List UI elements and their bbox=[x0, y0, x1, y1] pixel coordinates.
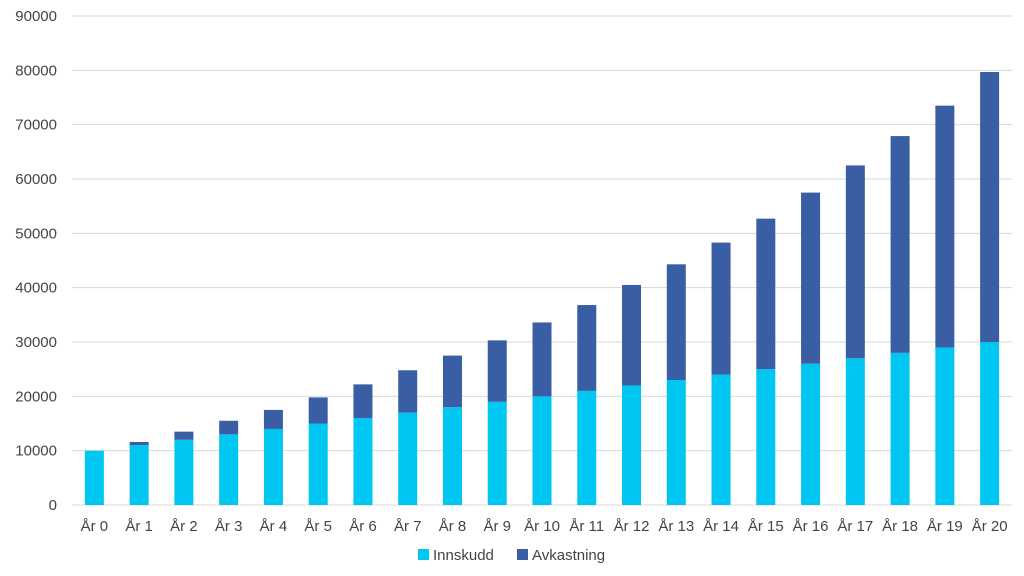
bar-innskudd-12 bbox=[622, 385, 642, 505]
x-tick-label: År 1 bbox=[125, 518, 153, 535]
legend: Innskudd Avkastning bbox=[418, 547, 605, 564]
bar-avkastning-13 bbox=[666, 264, 686, 381]
bar-innskudd-19 bbox=[935, 347, 955, 505]
x-axis: År 0 År 1 År 2 År 3 År 4 År 5 År 6 År 7 År 8 År 9… bbox=[81, 518, 1008, 535]
x-tick-label: År 18 bbox=[882, 518, 918, 535]
y-tick-label: 30000 bbox=[15, 334, 57, 351]
y-tick-label: 40000 bbox=[15, 280, 57, 297]
bar-innskudd-14 bbox=[711, 374, 731, 505]
x-tick-label: År 13 bbox=[658, 518, 694, 535]
bar-avkastning-14 bbox=[711, 242, 731, 375]
x-tick-label: År 20 bbox=[972, 518, 1008, 535]
x-tick-label: År 8 bbox=[439, 518, 467, 535]
x-tick-label: År 6 bbox=[349, 518, 377, 535]
bar-innskudd-5 bbox=[308, 423, 328, 505]
bar-avkastning-5 bbox=[308, 397, 328, 424]
y-tick-label: 0 bbox=[49, 497, 57, 514]
bar-innskudd-0 bbox=[84, 450, 104, 505]
bar-innskudd-9 bbox=[487, 401, 507, 505]
bar-avkastning-8 bbox=[442, 355, 462, 408]
bar-innskudd-3 bbox=[219, 434, 239, 505]
bar-avkastning-20 bbox=[980, 71, 1000, 343]
bar-avkastning-17 bbox=[845, 165, 865, 359]
bar-innskudd-10 bbox=[532, 396, 552, 505]
x-tick-label: År 7 bbox=[394, 518, 422, 535]
bar-innskudd-6 bbox=[353, 418, 373, 505]
bar-avkastning-11 bbox=[577, 305, 597, 391]
bar-avkastning-16 bbox=[801, 192, 821, 364]
x-tick-label: År 4 bbox=[260, 518, 288, 535]
legend-label-avkastning: Avkastning bbox=[532, 547, 605, 564]
y-tick-label: 60000 bbox=[15, 171, 57, 188]
x-tick-label: År 3 bbox=[215, 518, 243, 535]
bar-innskudd-20 bbox=[980, 342, 1000, 505]
bar-avkastning-12 bbox=[622, 284, 642, 386]
y-tick-label: 90000 bbox=[15, 8, 57, 25]
bar-innskudd-18 bbox=[890, 352, 910, 505]
bar-innskudd-4 bbox=[263, 428, 283, 505]
bar-innskudd-15 bbox=[756, 369, 776, 505]
bar-innskudd-17 bbox=[845, 358, 865, 505]
bar-innskudd-7 bbox=[398, 412, 418, 505]
x-tick-label: År 11 bbox=[569, 518, 604, 535]
bar-avkastning-19 bbox=[935, 105, 955, 348]
x-tick-label: År 14 bbox=[703, 518, 739, 535]
bar-innskudd-11 bbox=[577, 390, 597, 505]
x-tick-label: År 9 bbox=[483, 518, 511, 535]
bar-avkastning-18 bbox=[890, 136, 910, 353]
x-tick-label: År 15 bbox=[748, 518, 784, 535]
bar-avkastning-2 bbox=[174, 431, 194, 440]
y-tick-label: 70000 bbox=[15, 117, 57, 134]
legend-swatch-innskudd bbox=[418, 549, 429, 560]
bar-avkastning-1 bbox=[129, 441, 149, 446]
bar-innskudd-1 bbox=[129, 445, 149, 505]
bars bbox=[84, 71, 1000, 505]
x-tick-label: År 12 bbox=[614, 518, 650, 535]
x-tick-label: År 0 bbox=[81, 518, 109, 535]
bar-avkastning-15 bbox=[756, 218, 776, 370]
legend-swatch-avkastning bbox=[517, 549, 528, 560]
y-tick-label: 10000 bbox=[15, 443, 57, 460]
y-axis: 0 10000 20000 30000 40000 50000 60000 70000 8000… bbox=[15, 8, 57, 514]
bar-avkastning-6 bbox=[353, 384, 373, 419]
bar-innskudd-8 bbox=[442, 407, 462, 505]
bar-avkastning-9 bbox=[487, 340, 507, 402]
legend-label-innskudd: Innskudd bbox=[433, 547, 494, 564]
y-tick-label: 80000 bbox=[15, 62, 57, 79]
bar-avkastning-4 bbox=[263, 409, 283, 429]
y-tick-label: 20000 bbox=[15, 388, 57, 405]
x-tick-label: År 17 bbox=[837, 518, 873, 535]
bar-innskudd-13 bbox=[666, 380, 686, 505]
bar-avkastning-10 bbox=[532, 322, 552, 397]
x-tick-label: År 2 bbox=[170, 518, 198, 535]
y-tick-label: 50000 bbox=[15, 225, 57, 242]
bar-innskudd-2 bbox=[174, 439, 194, 505]
bar-avkastning-3 bbox=[219, 420, 239, 435]
bar-innskudd-16 bbox=[801, 363, 821, 505]
x-tick-label: År 10 bbox=[524, 518, 560, 535]
x-tick-label: År 16 bbox=[793, 518, 829, 535]
x-tick-label: År 5 bbox=[304, 518, 332, 535]
bar-avkastning-7 bbox=[398, 370, 418, 413]
x-tick-label: År 19 bbox=[927, 518, 963, 535]
